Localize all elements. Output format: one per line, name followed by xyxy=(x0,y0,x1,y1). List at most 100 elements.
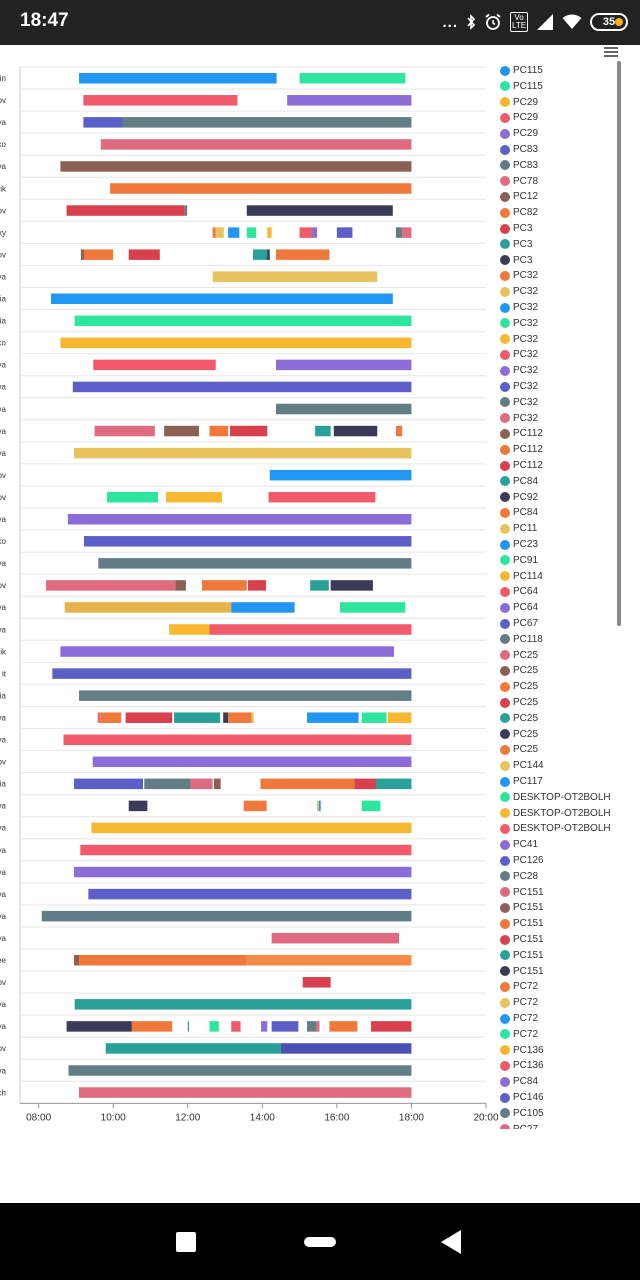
timeline-bar xyxy=(187,1021,190,1032)
legend-item[interactable]: PC105 xyxy=(500,1106,544,1121)
legend-item[interactable]: PC32 xyxy=(500,395,538,410)
legend-item[interactable]: PC151 xyxy=(500,885,544,900)
legend-label: PC84 xyxy=(513,507,539,519)
legend-item[interactable]: PC72 xyxy=(500,979,538,994)
legend-item[interactable]: PC84 xyxy=(500,474,538,489)
timeline-bar xyxy=(66,205,185,216)
timeline-bar xyxy=(80,249,84,260)
legend-item[interactable]: PC136 xyxy=(500,1043,544,1058)
legend-item[interactable]: PC28 xyxy=(500,869,538,884)
timeline-bar xyxy=(275,403,412,415)
legend-item[interactable]: PC3 xyxy=(500,221,532,236)
back-icon xyxy=(441,1229,461,1254)
legend-item[interactable]: PC84 xyxy=(500,505,538,520)
legend-item[interactable]: PC144 xyxy=(500,758,544,773)
row-label: ov xyxy=(0,471,6,480)
legend-item[interactable]: PC151 xyxy=(500,932,544,947)
legend-item[interactable]: PC78 xyxy=(500,174,538,189)
timeline-bar xyxy=(94,425,155,437)
legend-label: PC27 xyxy=(513,1124,538,1129)
legend-item[interactable]: PC25 xyxy=(500,679,538,694)
legend-item[interactable]: PC32 xyxy=(500,347,538,362)
legend-item[interactable]: PC25 xyxy=(500,695,538,710)
legend-item[interactable]: PC27 xyxy=(500,1122,538,1129)
legend-item[interactable]: PC117 xyxy=(500,774,543,789)
legend-item[interactable]: PC82 xyxy=(500,205,538,220)
legend-item[interactable]: PC25 xyxy=(500,711,538,726)
legend-item[interactable]: PC112 xyxy=(500,458,543,473)
legend-item[interactable]: PC64 xyxy=(500,584,538,599)
legend-item[interactable]: PC83 xyxy=(500,142,538,157)
legend-color-dot xyxy=(500,966,510,977)
legend-item[interactable]: PC114 xyxy=(500,569,543,584)
legend-item[interactable]: PC32 xyxy=(500,332,538,347)
legend-label: PC25 xyxy=(513,649,539,661)
legend-item[interactable]: PC151 xyxy=(500,964,544,979)
legend-item[interactable]: PC91 xyxy=(500,553,538,568)
legend-item[interactable]: PC29 xyxy=(500,126,538,141)
legend-item[interactable]: PC25 xyxy=(500,663,538,678)
legend-item[interactable]: PC25 xyxy=(500,648,538,663)
legend-item[interactable]: DESKTOP-OT2BOLH xyxy=(500,790,611,805)
legend-color-dot xyxy=(500,555,510,566)
timeline-bar xyxy=(280,1043,412,1054)
legend-item[interactable]: PC32 xyxy=(500,300,538,315)
legend-item[interactable]: PC32 xyxy=(500,363,538,378)
legend-item[interactable]: PC41 xyxy=(500,837,538,852)
legend-label: PC72 xyxy=(513,1028,539,1040)
legend-label: PC72 xyxy=(513,981,539,993)
legend-label: PC67 xyxy=(513,618,539,629)
legend-item[interactable]: PC83 xyxy=(500,158,538,173)
legend-item[interactable]: PC3 xyxy=(500,237,532,252)
legend-item[interactable]: PC92 xyxy=(500,490,538,505)
legend-item[interactable]: PC146 xyxy=(500,1090,544,1105)
timeline-bar xyxy=(83,536,412,547)
legend-item[interactable]: PC64 xyxy=(500,600,538,615)
legend-item[interactable]: PC72 xyxy=(500,1011,538,1026)
legend-item[interactable]: PC32 xyxy=(500,379,538,394)
timeline-bar xyxy=(275,359,412,371)
legend-item[interactable]: PC136 xyxy=(500,1058,544,1073)
legend-item[interactable]: PC23 xyxy=(500,537,538,552)
legend-item[interactable]: PC29 xyxy=(500,95,538,110)
legend-item[interactable]: PC151 xyxy=(500,916,544,931)
legend-color-dot xyxy=(500,713,510,724)
legend-item[interactable]: PC151 xyxy=(500,948,544,963)
back-button[interactable] xyxy=(412,1203,492,1280)
legend-item[interactable]: PC25 xyxy=(500,742,538,757)
legend-label: PC144 xyxy=(513,760,544,772)
legend-item[interactable]: PC32 xyxy=(500,316,538,331)
legend-item[interactable]: PC25 xyxy=(500,727,538,742)
recents-button[interactable] xyxy=(146,1203,226,1280)
legend-item[interactable]: DESKTOP-OT2BOLH xyxy=(500,821,611,836)
legend-item[interactable]: PC12 xyxy=(500,189,538,204)
timeline-bar xyxy=(371,1021,412,1032)
legend-color-dot xyxy=(500,634,510,645)
legend-scrollbar[interactable] xyxy=(617,61,621,626)
legend-item[interactable]: PC115 xyxy=(500,63,543,78)
legend-item[interactable]: PC32 xyxy=(500,268,538,283)
legend-item[interactable]: PC84 xyxy=(500,1074,538,1089)
legend-item[interactable]: PC32 xyxy=(500,411,538,426)
legend-item[interactable]: PC72 xyxy=(500,1027,538,1042)
legend-item[interactable]: DESKTOP-OT2BOLH xyxy=(500,806,611,821)
legend-item[interactable]: PC67 xyxy=(500,616,538,631)
home-button[interactable] xyxy=(280,1203,360,1280)
legend-item[interactable]: PC112 xyxy=(500,442,543,457)
legend-item[interactable]: PC11 xyxy=(500,521,537,536)
legend-label: PC83 xyxy=(513,144,539,155)
legend-color-dot xyxy=(500,334,510,345)
legend-item[interactable]: PC115 xyxy=(500,79,543,94)
legend-item[interactable]: PC151 xyxy=(500,900,544,915)
legend-item[interactable]: PC112 xyxy=(500,426,543,441)
legend-item[interactable]: PC72 xyxy=(500,995,538,1010)
legend-item[interactable]: PC29 xyxy=(500,110,538,125)
hamburger-menu-icon[interactable] xyxy=(604,47,618,59)
timeline-bar xyxy=(246,227,257,238)
timeline-bar xyxy=(246,955,412,966)
legend-item[interactable]: PC3 xyxy=(500,253,532,268)
legend-item[interactable]: PC118 xyxy=(500,632,543,647)
timeline-bar xyxy=(60,337,412,349)
legend-item[interactable]: PC32 xyxy=(500,284,538,299)
legend-item[interactable]: PC126 xyxy=(500,853,544,868)
